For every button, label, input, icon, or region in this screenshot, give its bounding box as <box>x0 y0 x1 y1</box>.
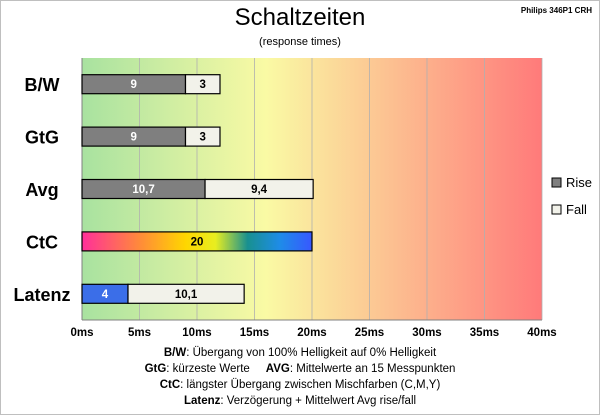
bar-ctc <box>81 231 313 252</box>
response-time-chart: 0ms 5ms 10ms 15ms 20ms 25ms 30ms 35ms 40ms B/W 9 3 G… <box>13 58 592 339</box>
note-latency: Latenz: Verzögerung + Mittelwert Avg ris… <box>183 395 417 407</box>
bar-fall <box>204 178 314 200</box>
note-bw: B/W: Übergang von 100% Helligkeit auf 0%… <box>163 347 437 359</box>
bar-value-label: 4 <box>102 289 109 301</box>
x-tick-label: 20ms <box>297 327 326 339</box>
x-tick-label: 30ms <box>412 327 441 339</box>
legend-swatch <box>551 204 562 215</box>
chart-title: Schaltzeiten <box>234 4 366 31</box>
monitor-model: Philips 346P1 CRH <box>520 6 592 15</box>
bar-value-label: 3 <box>200 132 206 144</box>
note-gtg-avg: GtG: kürzeste Werte AVG: Mittelwerte an … <box>144 363 456 375</box>
chart-notes: B/W: Übergang von 100% Helligkeit auf 0%… <box>0 345 600 409</box>
bar-value-label: 10,1 <box>175 289 198 301</box>
x-tick-label: 25ms <box>355 327 384 339</box>
bar-fall <box>184 126 221 147</box>
x-tick-label: 10ms <box>182 327 211 339</box>
y-category-label: B/W <box>25 75 60 95</box>
bar-value-label: 9,4 <box>251 184 268 196</box>
legend-swatch <box>551 177 562 188</box>
legend-label: Rise <box>566 175 592 190</box>
bar-value-label: 3 <box>200 79 206 91</box>
bar-value-label: 20 <box>191 236 204 248</box>
y-category-label: CtC <box>26 232 58 252</box>
y-category-label: Avg <box>25 180 58 200</box>
y-category-label: Latenz <box>13 285 70 305</box>
bar-fall <box>184 74 221 95</box>
bar-value-label: 10,7 <box>132 184 154 196</box>
bar-value-label: 9 <box>131 132 137 144</box>
x-tick-label: 15ms <box>240 327 269 339</box>
x-tick-label: 35ms <box>470 327 499 339</box>
x-tick-label: 5ms <box>128 327 151 339</box>
x-tick-label: 40ms <box>527 327 556 339</box>
legend-label: Fall <box>566 202 587 217</box>
chart-subtitle: (response times) <box>259 36 341 48</box>
y-category-label: GtG <box>25 128 59 148</box>
note-ctc: CtC: längster Übergang zwischen Mischfar… <box>159 379 441 391</box>
bar-fall <box>127 283 245 304</box>
bar-value-label: 9 <box>131 79 137 91</box>
x-tick-label: 0ms <box>70 327 93 339</box>
